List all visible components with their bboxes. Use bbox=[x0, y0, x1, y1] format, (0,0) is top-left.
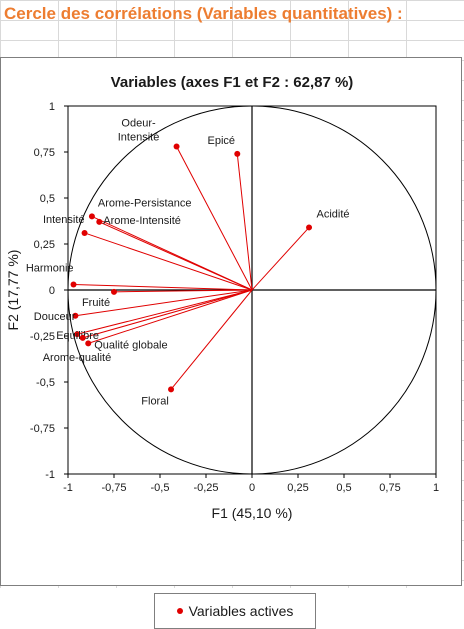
page-title: Cercle des corrélations (Variables quant… bbox=[4, 4, 403, 23]
x-tick-label: 0,25 bbox=[287, 482, 308, 494]
data-point bbox=[85, 340, 92, 347]
x-axis-title: F1 (45,10 %) bbox=[212, 505, 293, 521]
legend-marker-icon bbox=[176, 608, 183, 614]
data-label: Harmonie bbox=[26, 262, 74, 274]
data-label: Arome-Intensité bbox=[103, 215, 181, 227]
x-tick-label: 0 bbox=[249, 482, 255, 494]
data-label: Douceur bbox=[34, 311, 76, 323]
data-point bbox=[96, 218, 103, 225]
chart-title: Variables (axes F1 et F2 : 62,87 %) bbox=[111, 74, 354, 91]
vector-line bbox=[73, 283, 253, 291]
chart-area[interactable]: Variables (axes F1 et F2 : 62,87 %) -1 -0,… bbox=[0, 57, 462, 629]
data-point bbox=[81, 229, 88, 236]
chart-legend[interactable]: Variables actives bbox=[154, 593, 316, 629]
y-axis-title: F2 (17,77 %) bbox=[5, 250, 21, 331]
data-label: Acidité bbox=[317, 208, 350, 220]
vector-line bbox=[99, 221, 253, 291]
legend-label: Variables actives bbox=[188, 603, 294, 619]
y-tick-label: 0,5 bbox=[40, 193, 55, 205]
y-tick-label: -0,75 bbox=[30, 423, 55, 435]
correlation-circle-chart: Variables (axes F1 et F2 : 62,87 %) -1 -0,… bbox=[5, 74, 439, 521]
y-tick-label: 0,25 bbox=[34, 239, 55, 251]
data-label: Epicé bbox=[208, 135, 236, 147]
data-point bbox=[234, 150, 241, 157]
data-point bbox=[111, 288, 117, 295]
data-label: Fruité bbox=[82, 297, 110, 309]
data-point bbox=[74, 331, 81, 338]
data-point bbox=[79, 334, 86, 341]
vector-line bbox=[75, 289, 253, 317]
y-tick-label: 1 bbox=[49, 101, 55, 113]
data-point bbox=[70, 281, 77, 288]
y-tick-label: -1 bbox=[45, 469, 55, 481]
x-tick-label: -0,75 bbox=[101, 482, 126, 494]
y-tick-label: 0 bbox=[49, 285, 55, 297]
vector-line bbox=[84, 232, 253, 291]
y-tick-label: 0,75 bbox=[34, 147, 55, 159]
vector-line bbox=[176, 146, 253, 291]
x-tick-label: 0,75 bbox=[379, 482, 400, 494]
vector-line bbox=[251, 227, 310, 291]
data-label: Qualité globale bbox=[94, 339, 167, 351]
data-label: Arome-qualité bbox=[43, 352, 111, 364]
vector-line bbox=[77, 289, 253, 335]
data-point bbox=[72, 312, 79, 319]
vector-line bbox=[170, 289, 253, 390]
vector-line bbox=[236, 153, 253, 291]
data-point bbox=[88, 213, 95, 220]
x-tick-label: 0,5 bbox=[336, 482, 351, 494]
x-tick-label: -0,25 bbox=[193, 482, 218, 494]
x-tick-label: 1 bbox=[433, 482, 439, 494]
data-point bbox=[306, 224, 313, 231]
data-point bbox=[168, 386, 175, 393]
x-tick-label: -0,5 bbox=[151, 482, 170, 494]
data-label: Arome-Persistance bbox=[98, 197, 192, 209]
vector-line bbox=[82, 289, 253, 339]
data-label: Intensité bbox=[43, 214, 85, 226]
x-tick-label: -1 bbox=[63, 482, 73, 494]
vector-line bbox=[113, 289, 253, 293]
data-label: Odeur-Intensité bbox=[118, 117, 160, 143]
vector-line bbox=[88, 289, 253, 344]
y-tick-label: -0,25 bbox=[30, 331, 55, 343]
data-label: Equilibre bbox=[56, 330, 99, 342]
data-point bbox=[173, 143, 180, 150]
data-label: Floral bbox=[141, 395, 169, 407]
y-tick-label: -0,5 bbox=[36, 377, 55, 389]
